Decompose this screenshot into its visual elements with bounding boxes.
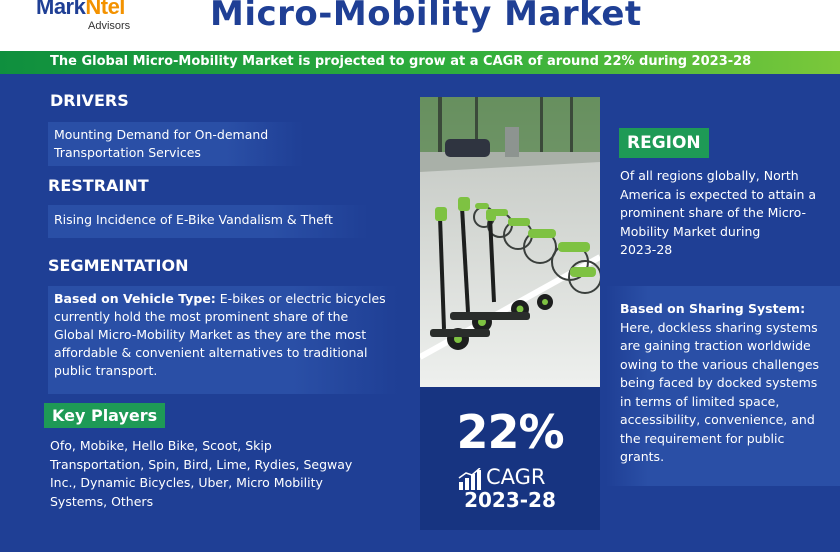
- logo-wordmark-part-b: Ntel: [85, 0, 125, 19]
- sharing-line: grants.: [620, 449, 665, 464]
- drivers-line: Mounting Demand for On-demand: [54, 127, 269, 142]
- logo-wordmark-part-a: Mark: [36, 0, 86, 19]
- growth-bars-icon: [458, 468, 481, 490]
- segmentation-text: E-bikes or electric bicycles: [215, 291, 386, 306]
- sharing-line: in terms of limited space,: [620, 393, 780, 409]
- sharing-line: accessibility, convenience, and: [620, 412, 815, 427]
- key-players-list: Ofo, Mobike, Hello Bike, Scoot, Skip Tra…: [50, 437, 400, 511]
- sharing-line: are gaining traction worldwide: [620, 338, 811, 353]
- footer-strip: [0, 552, 840, 560]
- drivers-box: Mounting Demand for On-demand Transporta…: [48, 122, 303, 166]
- drivers-line: Transportation Services: [54, 145, 201, 160]
- forecast-period: 2023-28: [464, 488, 556, 512]
- segmentation-line: public transport.: [54, 363, 158, 378]
- segmentation-line: currently hold the most prominent share …: [54, 309, 349, 324]
- logo-subtext: Advisors: [88, 20, 131, 32]
- subtitle-banner: The Global Micro-Mobility Market is proj…: [0, 51, 840, 74]
- bike-share-photo: [420, 97, 600, 387]
- sharing-line: the requirement for public: [620, 430, 785, 446]
- sharing-system-label: Based on Sharing System:: [620, 301, 806, 316]
- segmentation-label: Based on Vehicle Type:: [54, 291, 216, 306]
- region-line: prominent share of the Micro-: [620, 205, 807, 220]
- segmentation-line: Based on Vehicle Type: E-bikes or electr…: [54, 290, 392, 308]
- restraint-box: Rising Incidence of E-Bike Vandalism & T…: [48, 205, 368, 238]
- sharing-line: being faced by docked systems: [620, 375, 818, 390]
- sharing-system-box: [606, 286, 840, 486]
- region-heading: REGION: [619, 128, 709, 158]
- header-bar: MarkNtel Advisors Micro-Mobility Market: [0, 0, 840, 51]
- region-line: Of all regions globally, North: [620, 168, 799, 183]
- segmentation-line: affordable & convenient alternatives to …: [54, 345, 368, 360]
- segmentation-box: Based on Vehicle Type: E-bikes or electr…: [48, 286, 398, 394]
- key-players-line: Ofo, Mobike, Hello Bike, Scoot, Skip: [50, 438, 272, 453]
- drivers-heading: DRIVERS: [50, 91, 129, 110]
- cagr-row: CAGR: [458, 465, 588, 491]
- region-text: Of all regions globally, North America i…: [620, 167, 835, 260]
- sharing-system-text: Based on Sharing System: Here, dockless …: [620, 300, 838, 467]
- page-title: Micro-Mobility Market: [210, 0, 642, 34]
- region-line: America is expected to attain a: [620, 186, 817, 202]
- segmentation-heading: SEGMENTATION: [48, 256, 189, 275]
- region-line: Mobility Market during: [620, 223, 761, 239]
- cagr-stat-panel: 22% CAGR 2023-28: [420, 387, 600, 530]
- cagr-label: CAGR: [486, 465, 546, 489]
- subtitle-text: The Global Micro-Mobility Market is proj…: [50, 54, 752, 69]
- key-players-line: Transportation, Spin, Bird, Lime, Rydies…: [50, 456, 353, 472]
- sharing-line: Here, dockless sharing systems: [620, 319, 818, 335]
- sharing-line: owing to the various challenges: [620, 356, 820, 372]
- restraint-text: Rising Incidence of E-Bike Vandalism & T…: [54, 212, 333, 227]
- region-line: 2023-28: [620, 242, 673, 257]
- logo-wordmark: MarkNtel: [36, 0, 125, 20]
- restraint-heading: RESTRAINT: [48, 176, 149, 195]
- cagr-percentage: 22%: [456, 405, 564, 459]
- markntel-logo: MarkNtel Advisors: [36, 0, 156, 40]
- key-players-line: Inc., Dynamic Bicycles, Uber, Micro Mobi…: [50, 475, 323, 490]
- segmentation-line: Global Micro-Mobility Market as they are…: [54, 327, 367, 342]
- key-players-line: Systems, Others: [50, 493, 154, 509]
- key-players-heading: Key Players: [44, 403, 166, 428]
- bike-share-illustration: [420, 97, 600, 387]
